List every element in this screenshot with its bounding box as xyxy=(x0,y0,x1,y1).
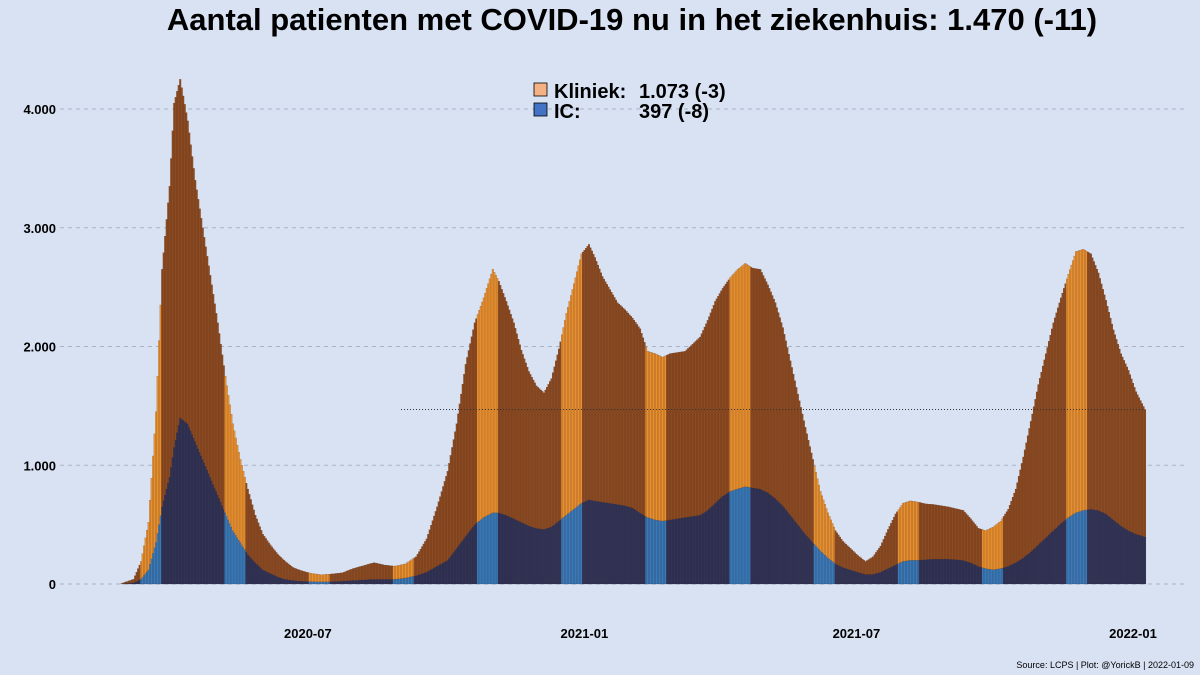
legend-value-kliniek: 1.073 (-3) xyxy=(639,81,726,103)
x-tick-labels: 2020-07 2021-01 2021-07 2022-01 xyxy=(284,626,1157,641)
legend-value-ic: 397 (-8) xyxy=(639,101,709,123)
x-tick-label: 2021-07 xyxy=(833,626,881,641)
legend-swatch-ic xyxy=(533,102,548,117)
y-tick-label: 3.000 xyxy=(23,221,56,236)
y-tick-labels: 0 1.000 2.000 3.000 4.000 xyxy=(23,102,56,592)
legend-swatch-kliniek xyxy=(533,82,548,97)
chart-title: Aantal patienten met COVID-19 nu in het … xyxy=(166,2,1098,37)
y-tick-label: 0 xyxy=(49,577,56,592)
x-tick-label: 2021-01 xyxy=(561,626,609,641)
source-caption: Source: LCPS | Plot: @YorickB | 2022-01-… xyxy=(1016,660,1194,670)
x-tick-label: 2022-01 xyxy=(1109,626,1157,641)
y-tick-label: 4.000 xyxy=(23,102,56,117)
x-tick-label: 2020-07 xyxy=(284,626,332,641)
bar-kliniek xyxy=(1144,409,1147,537)
bar-ic xyxy=(1144,536,1147,585)
legend-label-kliniek: Kliniek: xyxy=(554,81,626,103)
legend: Kliniek: 1.073 (-3) IC: 397 (-8) xyxy=(533,81,726,123)
y-tick-label: 2.000 xyxy=(23,340,56,355)
y-tick-label: 1.000 xyxy=(23,458,56,473)
legend-label-ic: IC: xyxy=(554,101,581,123)
bars xyxy=(120,79,1147,585)
